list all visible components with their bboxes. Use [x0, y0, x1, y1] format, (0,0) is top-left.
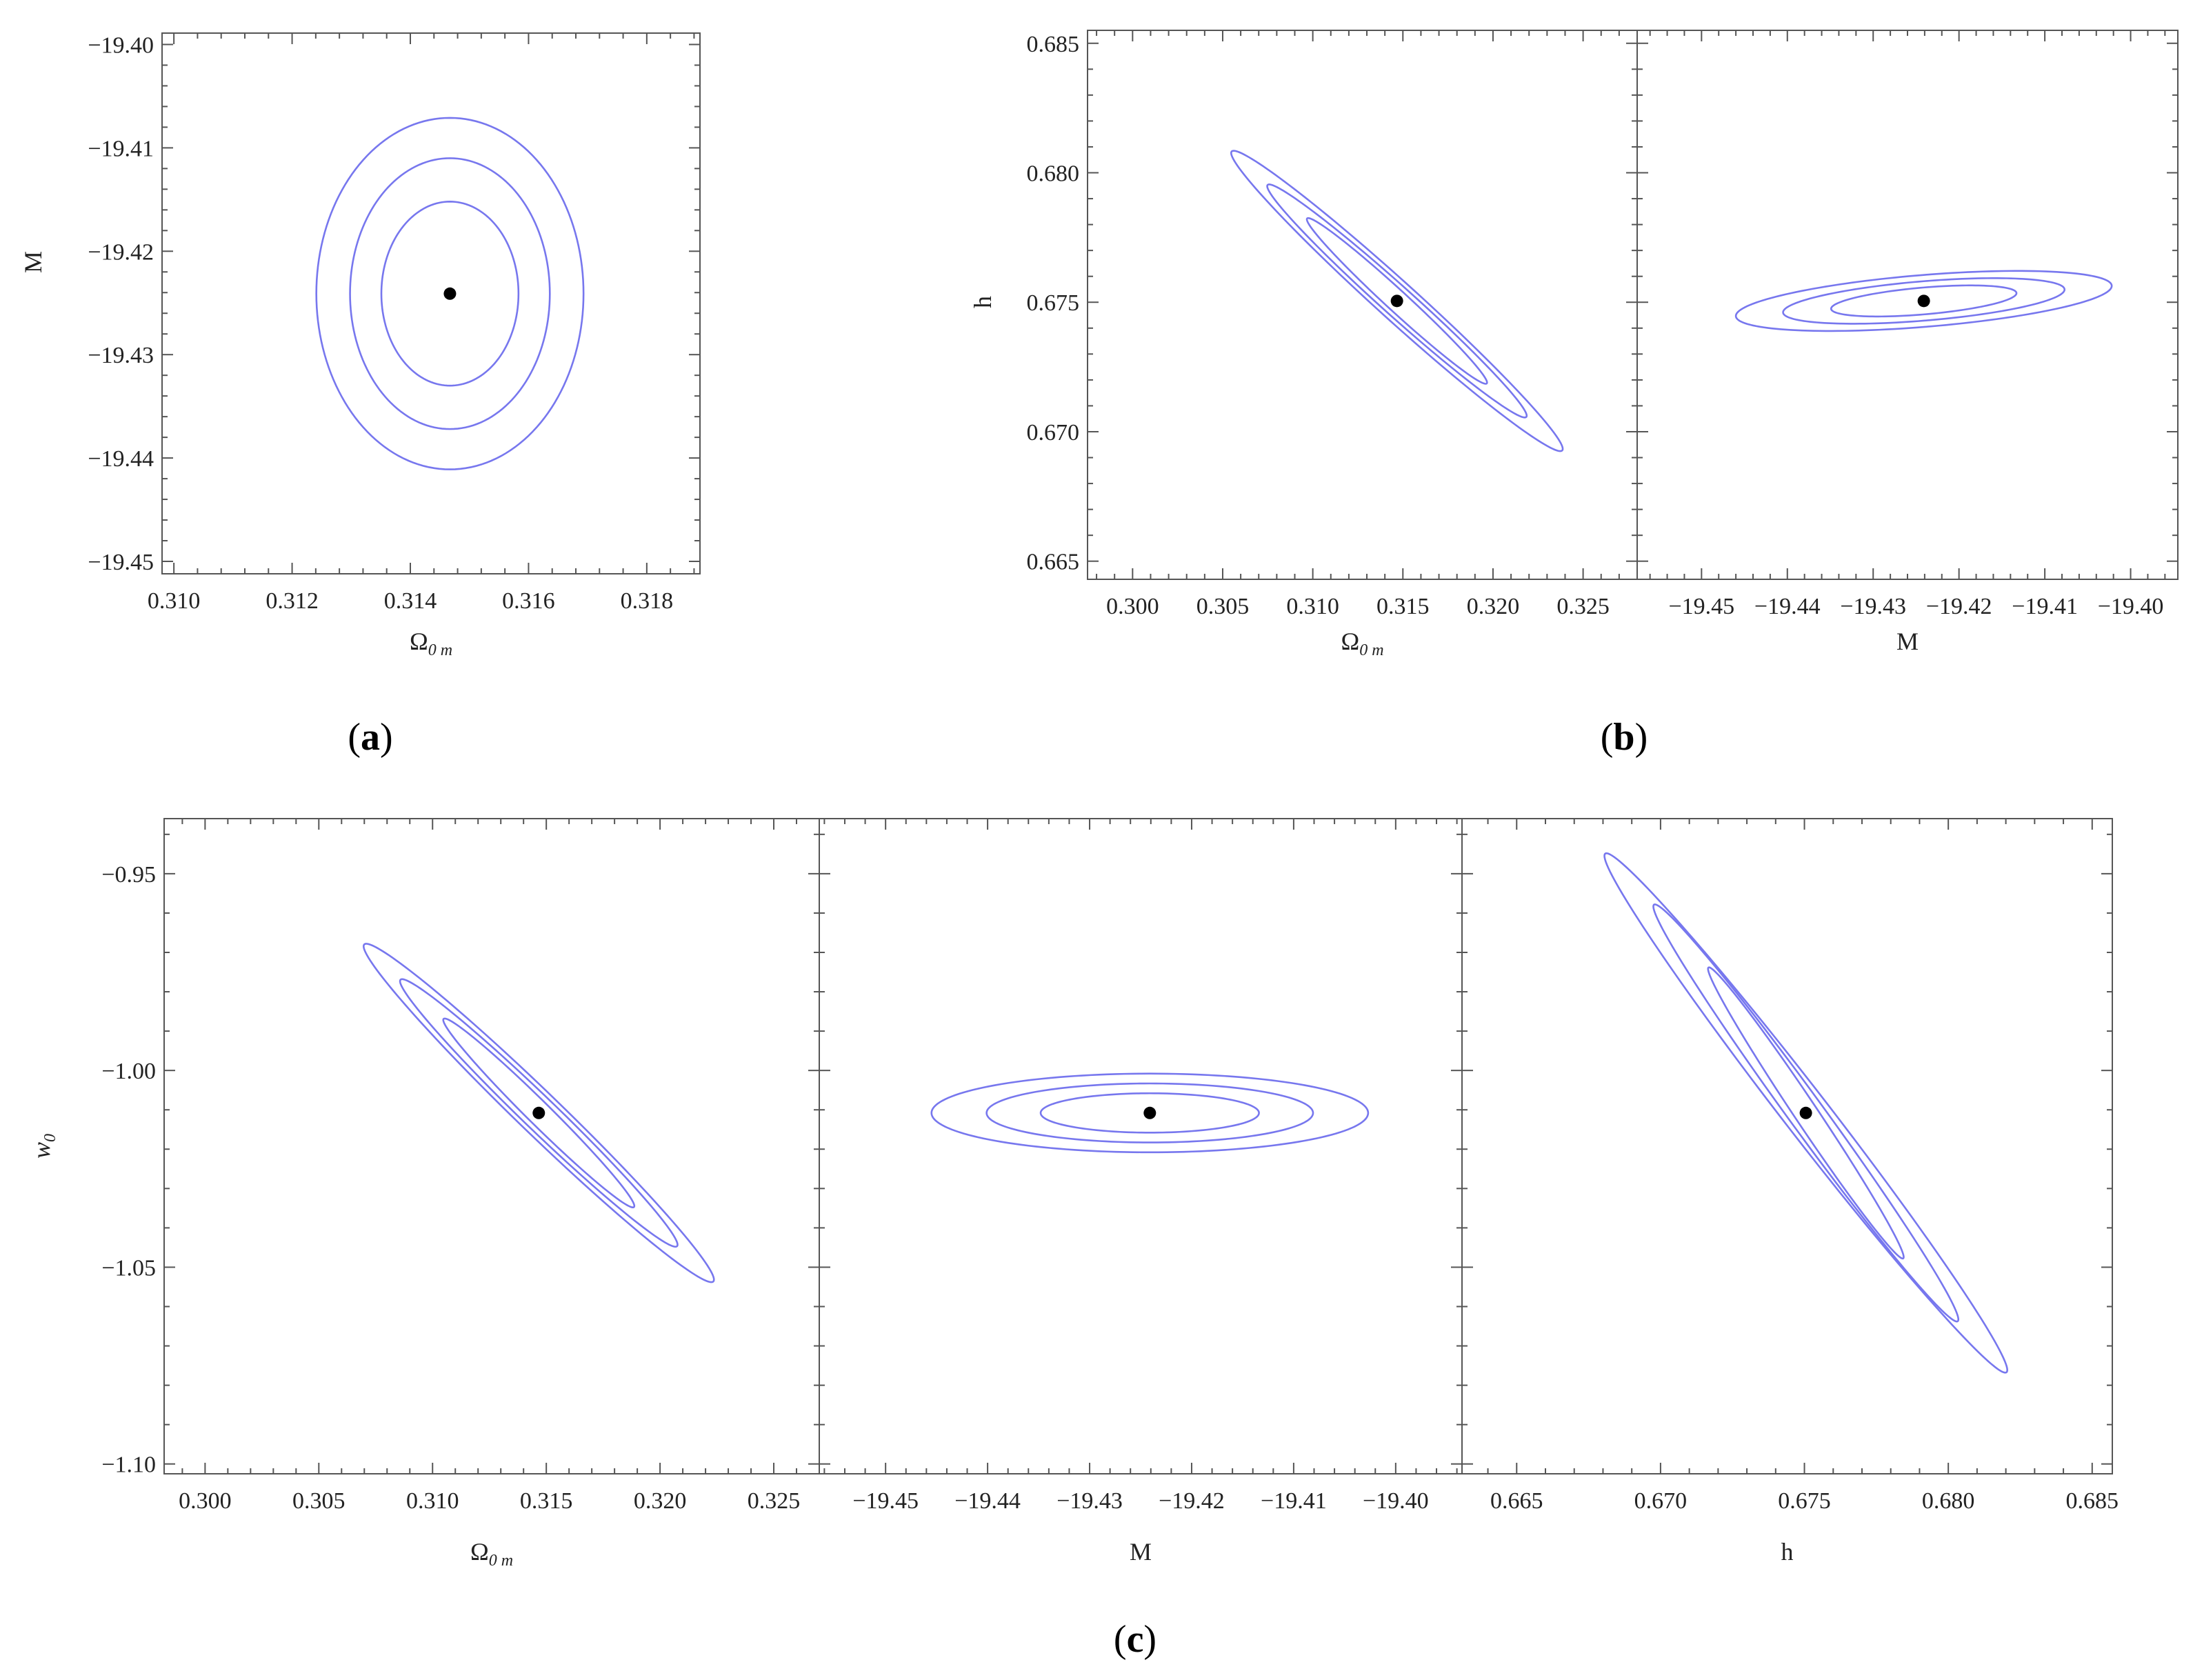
- chart-a: 0.310 0.312 0.314 0.316 0.318 −19.40 −19.41 −19…: [19, 32, 701, 659]
- contour-1sigma: [1707, 966, 1905, 1260]
- y-tick-label: −19.41: [88, 136, 154, 161]
- x-tick-label: 0.315: [1376, 594, 1430, 619]
- contour-2sigma: [399, 978, 679, 1248]
- contour-2sigma: [1782, 277, 2066, 325]
- x-tick-label: 0.312: [266, 588, 319, 614]
- x-axis-title: h: [1781, 1538, 1794, 1566]
- y-axis-title: w0: [28, 1134, 59, 1159]
- contour-1sigma: [442, 1017, 636, 1209]
- best-fit-point: [1799, 1106, 1812, 1119]
- x-tick-label: −19.44: [954, 1488, 1021, 1514]
- y-tick-label: −19.42: [88, 239, 154, 265]
- x-tick-label: 0.300: [179, 1488, 232, 1514]
- panel-label-a: (a): [348, 716, 392, 759]
- y-axis-title: M: [19, 251, 47, 273]
- contour-3sigma: [1603, 852, 2009, 1374]
- best-fit-point: [443, 287, 457, 300]
- x-axis-title: M: [1896, 628, 1919, 655]
- x-tick-label: 0.320: [1467, 594, 1520, 619]
- y-tick-label: −19.40: [88, 32, 154, 58]
- x-tick-label: 0.685: [2066, 1488, 2119, 1514]
- y-tick-label: 0.685: [1027, 32, 1080, 57]
- contour-2sigma: [349, 157, 551, 430]
- x-tick-label: −19.42: [1159, 1488, 1225, 1514]
- x-tick-label: 0.315: [520, 1488, 573, 1514]
- plot-frame: [1087, 30, 1638, 580]
- plot-frame: [161, 32, 701, 574]
- x-tick-label: 0.670: [1634, 1488, 1688, 1514]
- plot-frame: [163, 818, 820, 1474]
- contour-2sigma: [985, 1082, 1314, 1143]
- chart-c-2: −19.45 −19.44 −19.43 −19.42 −19.41 −19.40 M: [819, 818, 1463, 1566]
- x-axis-title: Ω0 m: [410, 628, 452, 659]
- chart-b-1: 0.300 0.305 0.310 0.315 0.320 0.325 0.665 0.670…: [969, 30, 1638, 659]
- chart-c-1: 0.300 0.305 0.310 0.315 0.320 0.325 −0.95 −1.00…: [28, 818, 820, 1570]
- x-tick-label: 0.310: [148, 588, 201, 614]
- y-tick-label: −0.95: [101, 862, 156, 888]
- x-tick-label: −19.43: [1057, 1488, 1123, 1514]
- x-axis-title: Ω0 m: [1341, 628, 1383, 659]
- x-tick-label: 0.314: [384, 588, 437, 614]
- best-fit-point: [1390, 294, 1403, 308]
- chart-c-3: 0.665 0.670 0.675 0.680 0.685 h: [1461, 818, 2119, 1566]
- y-tick-label: 0.675: [1027, 290, 1080, 316]
- x-tick-label: 0.675: [1778, 1488, 1831, 1514]
- y-tick-label: −1.10: [101, 1452, 156, 1478]
- contour-3sigma: [315, 117, 585, 470]
- x-tick-label: −19.41: [1261, 1488, 1327, 1514]
- x-tick-label: 0.305: [292, 1488, 346, 1514]
- x-tick-label: −19.43: [1840, 594, 1906, 619]
- x-tick-label: 0.310: [1286, 594, 1339, 619]
- x-tick-label: 0.680: [1922, 1488, 1975, 1514]
- x-tick-label: −19.40: [2098, 594, 2164, 619]
- y-tick-label: 0.680: [1027, 161, 1080, 187]
- contour-2sigma: [1652, 903, 1960, 1323]
- x-tick-label: −19.42: [1926, 594, 1992, 619]
- y-tick-label: −19.44: [88, 446, 154, 472]
- best-fit-point: [1143, 1106, 1156, 1119]
- x-tick-label: 0.305: [1196, 594, 1250, 619]
- y-axis-title: h: [969, 296, 997, 308]
- plot-frame: [1461, 818, 2113, 1474]
- x-tick-label: 0.310: [406, 1488, 459, 1514]
- contour-2sigma: [1266, 183, 1528, 419]
- y-tick-label: 0.665: [1027, 550, 1080, 575]
- x-tick-label: 0.300: [1106, 594, 1159, 619]
- plot-frame: [1636, 30, 2179, 580]
- x-tick-label: 0.325: [748, 1488, 801, 1514]
- plot-frame: [819, 818, 1463, 1474]
- best-fit-point: [1917, 294, 1930, 308]
- contour-1sigma: [380, 201, 520, 387]
- contour-3sigma: [1230, 150, 1564, 452]
- contour-1sigma: [1305, 217, 1488, 385]
- x-tick-label: −19.45: [852, 1488, 919, 1514]
- best-fit-point: [532, 1106, 545, 1119]
- y-tick-label: 0.670: [1027, 420, 1080, 446]
- contour-3sigma: [930, 1072, 1370, 1154]
- y-tick-label: −1.00: [101, 1059, 156, 1084]
- contour-3sigma: [362, 943, 715, 1283]
- x-axis-title: M: [1130, 1538, 1152, 1566]
- panel-label-b: (b): [1601, 716, 1648, 759]
- y-tick-label: −19.43: [88, 343, 154, 368]
- contour-1sigma: [1830, 284, 2018, 318]
- x-axis-title: Ω0 m: [470, 1538, 513, 1570]
- contour-3sigma: [1734, 270, 2113, 332]
- x-tick-label: 0.316: [502, 588, 555, 614]
- x-tick-label: 0.318: [621, 588, 674, 614]
- chart-b-2: −19.45 −19.44 −19.43 −19.42 −19.41 −19.40 M: [1636, 30, 2179, 655]
- panel-label-c: (c): [1114, 1618, 1156, 1661]
- x-tick-label: 0.665: [1490, 1488, 1543, 1514]
- x-tick-label: −19.45: [1668, 594, 1734, 619]
- x-tick-label: −19.40: [1363, 1488, 1429, 1514]
- contour-1sigma: [1039, 1092, 1260, 1134]
- y-tick-label: −19.45: [88, 550, 154, 575]
- x-tick-label: 0.325: [1556, 594, 1610, 619]
- x-tick-label: −19.41: [2012, 594, 2078, 619]
- x-tick-label: 0.320: [634, 1488, 687, 1514]
- y-tick-label: −1.05: [101, 1255, 156, 1281]
- x-tick-label: −19.44: [1754, 594, 1821, 619]
